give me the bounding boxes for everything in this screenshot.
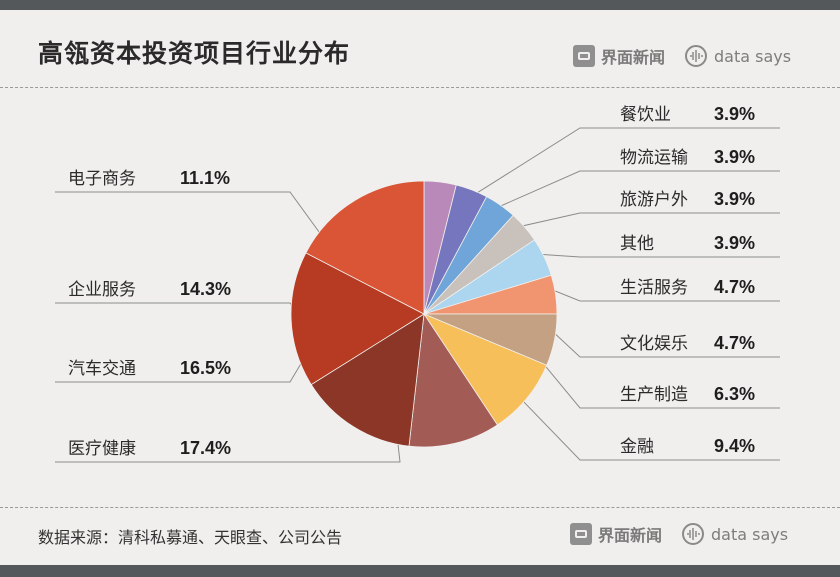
slice-value: 17.4% — [180, 438, 231, 458]
footer-divider — [0, 507, 840, 508]
brand-name-en: data says — [711, 524, 789, 544]
slice-label: 金融 — [620, 437, 654, 457]
brand-name-cn: 界面新闻 — [601, 48, 666, 67]
source-note: 数据来源：清科私募通、天眼查、公司公告 — [38, 528, 343, 547]
slice-value: 4.7% — [714, 277, 755, 297]
slice-value: 9.4% — [714, 436, 755, 456]
data-says-icon — [682, 523, 705, 545]
slice-label: 其他 — [620, 234, 654, 254]
pie-slice — [408, 312, 498, 448]
slice-label: 电子商务 — [68, 169, 136, 189]
top-bar — [0, 0, 840, 10]
header-divider — [0, 87, 840, 88]
data-says-icon — [685, 45, 708, 67]
leader-line — [435, 127, 780, 220]
slice-label: 汽车交通 — [68, 359, 136, 379]
slice-value: 3.9% — [714, 104, 755, 124]
slice-label: 旅游户外 — [620, 190, 688, 210]
slice-value: 11.1% — [180, 168, 230, 188]
brand-name-cn: 界面新闻 — [598, 526, 663, 545]
slice-value: 14.3% — [180, 279, 231, 299]
slice-value: 3.9% — [714, 189, 755, 209]
slice-label: 餐饮业 — [620, 105, 671, 125]
slice-labels: 餐饮业 3.9% 物流运输 3.9% 旅游户外 3.9% 其他 3.9% 生活服务 4.7% 文化娱… — [68, 104, 755, 459]
pie-slice — [290, 252, 425, 386]
brand-name-en: data says — [714, 46, 792, 66]
brand-footer: 界面新闻 data says — [570, 522, 788, 546]
brand-header: 界面新闻 data says — [573, 44, 791, 68]
slice-label: 医疗健康 — [68, 439, 136, 459]
pie-slice — [310, 313, 425, 447]
slice-value: 3.9% — [714, 233, 755, 253]
slice-label: 文化娱乐 — [620, 334, 688, 354]
pie-slice — [305, 180, 425, 315]
chart-title: 高瓴资本投资项目行业分布 — [38, 39, 351, 68]
bottom-bar — [0, 565, 840, 577]
slice-value: 3.9% — [714, 147, 755, 167]
jiemian-logo-icon — [570, 523, 592, 545]
slice-label: 生活服务 — [620, 278, 688, 298]
pie-slice — [422, 313, 548, 426]
pie-slices — [290, 180, 558, 448]
jiemian-logo-icon — [573, 45, 595, 67]
slice-value: 4.7% — [714, 333, 755, 353]
slice-label: 物流运输 — [620, 148, 688, 168]
slice-label: 企业服务 — [68, 280, 136, 300]
leader-lines — [55, 127, 780, 463]
leader-line — [497, 374, 780, 461]
slice-value: 6.3% — [714, 384, 755, 404]
slice-label: 生产制造 — [620, 385, 688, 405]
slice-value: 16.5% — [180, 358, 231, 378]
